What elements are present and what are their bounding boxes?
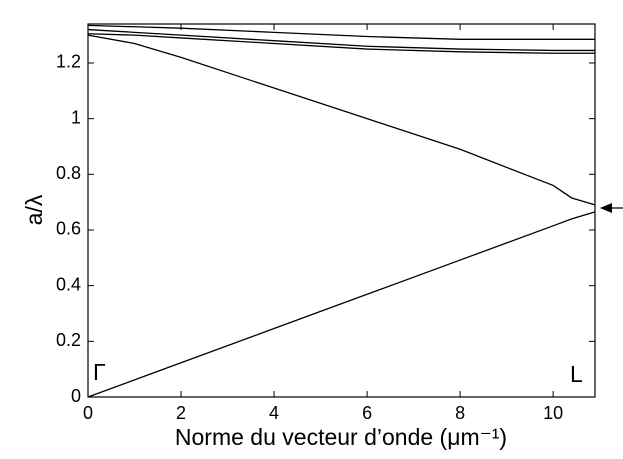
band-line — [87, 24, 595, 40]
annotation: Γ — [93, 359, 106, 385]
y-tick-label: 0.4 — [56, 274, 81, 294]
y-tick-label: 0.6 — [56, 219, 81, 239]
arrow — [600, 203, 623, 213]
band-line — [87, 28, 595, 52]
y-tick-label: 0 — [71, 386, 81, 406]
x-tick-label: 10 — [543, 403, 563, 423]
x-axis-label: Norme du vecteur d’onde (μm⁻¹) — [175, 424, 507, 450]
band-line — [87, 34, 596, 206]
y-tick-label: 0.8 — [56, 163, 81, 183]
y-axis-label: a/λ — [21, 194, 47, 225]
x-tick-label: 4 — [269, 403, 279, 423]
y-tick-label: 1 — [71, 107, 81, 127]
x-tick-label: 8 — [455, 403, 465, 423]
plot-frame — [87, 23, 596, 398]
band-line — [87, 211, 596, 398]
y-tick-label: 0.2 — [56, 330, 81, 350]
x-tick-label: 6 — [362, 403, 372, 423]
x-tick-label: 2 — [176, 403, 186, 423]
annotation: L — [570, 361, 583, 387]
y-tick-label: 1.2 — [56, 52, 81, 72]
band-line — [87, 33, 595, 54]
x-tick-label: 0 — [83, 403, 93, 423]
